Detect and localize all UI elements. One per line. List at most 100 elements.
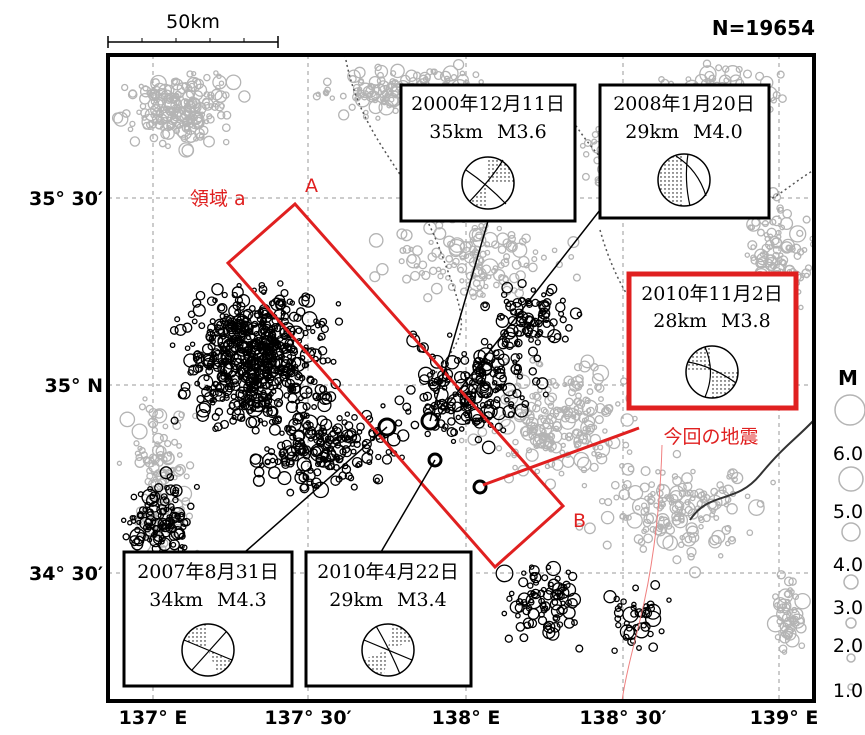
event-circle bbox=[240, 320, 249, 329]
event-circle bbox=[482, 302, 488, 309]
event-circle bbox=[658, 515, 665, 522]
event-circle bbox=[418, 374, 430, 385]
event-circle bbox=[229, 353, 242, 366]
event-circle bbox=[253, 389, 259, 395]
event-circle bbox=[681, 472, 693, 484]
event-circle bbox=[266, 335, 279, 348]
event-circle bbox=[622, 441, 630, 449]
event-circle bbox=[216, 370, 229, 383]
event-circle bbox=[471, 387, 478, 394]
event-circle bbox=[209, 397, 215, 404]
event-circle bbox=[531, 591, 539, 599]
event-circle bbox=[261, 420, 268, 427]
event-circle bbox=[233, 400, 241, 408]
event-circle bbox=[531, 377, 541, 386]
event-circle bbox=[316, 438, 325, 447]
event-circle bbox=[246, 328, 253, 335]
event-circle bbox=[568, 253, 575, 260]
event-circle bbox=[254, 355, 266, 367]
event-circle bbox=[491, 240, 500, 249]
event-circle bbox=[545, 378, 553, 386]
event-circle bbox=[509, 272, 520, 284]
event-circle bbox=[172, 115, 178, 122]
event-circle bbox=[735, 65, 743, 73]
event-circle bbox=[131, 538, 144, 551]
event-circle bbox=[755, 71, 765, 81]
event-circle bbox=[320, 324, 329, 334]
event-circle bbox=[632, 415, 638, 422]
event-circle bbox=[446, 427, 457, 438]
event-circle bbox=[245, 399, 264, 418]
svg-text:3.0: 3.0 bbox=[833, 597, 863, 619]
event-circle bbox=[405, 408, 412, 415]
event-circle bbox=[396, 228, 408, 240]
event-circle bbox=[136, 519, 142, 526]
event-circle bbox=[133, 535, 145, 547]
event-circle bbox=[210, 103, 219, 111]
event-circle bbox=[759, 251, 766, 258]
event-circle bbox=[348, 75, 357, 83]
event-circle bbox=[119, 411, 136, 428]
event-circle bbox=[361, 438, 372, 450]
svg-text:6.0: 6.0 bbox=[833, 443, 863, 465]
event-circle bbox=[532, 403, 541, 413]
event-circle bbox=[156, 450, 166, 461]
event-circle bbox=[178, 387, 191, 400]
event-circle bbox=[645, 512, 658, 524]
event-circle bbox=[686, 546, 697, 558]
event-circle bbox=[459, 278, 465, 284]
event-circle bbox=[402, 244, 412, 254]
event-circle bbox=[545, 560, 562, 577]
event-circle bbox=[658, 628, 665, 635]
event-circle bbox=[631, 601, 637, 608]
event-circle bbox=[169, 325, 179, 335]
event-circle bbox=[441, 368, 454, 381]
event-circle bbox=[178, 505, 185, 512]
event-circle bbox=[273, 367, 280, 375]
event-circle bbox=[278, 448, 289, 459]
event-circle bbox=[528, 367, 538, 376]
event-circle bbox=[685, 522, 698, 535]
event-circle bbox=[747, 224, 754, 231]
event-circle bbox=[302, 421, 311, 430]
event-circle bbox=[534, 339, 541, 346]
event-circle bbox=[520, 424, 537, 441]
event-circle bbox=[177, 125, 193, 140]
event-circle bbox=[648, 642, 659, 653]
event-circle bbox=[698, 516, 705, 524]
event-circle bbox=[731, 471, 744, 485]
event-circle bbox=[254, 337, 264, 346]
event-circle bbox=[142, 85, 149, 92]
event-circle bbox=[551, 247, 558, 254]
event-circle bbox=[282, 305, 291, 314]
event-circle bbox=[273, 294, 286, 306]
event-circle bbox=[532, 249, 539, 255]
event-circle bbox=[214, 101, 225, 112]
event-circle bbox=[747, 240, 758, 251]
event-circle bbox=[683, 481, 693, 492]
event-circle bbox=[508, 403, 514, 410]
event-circle bbox=[514, 403, 529, 418]
event-circle bbox=[148, 120, 155, 128]
event-circle bbox=[778, 644, 788, 654]
event-circle bbox=[237, 369, 244, 376]
event-circle bbox=[289, 433, 297, 441]
event-circle bbox=[154, 469, 163, 478]
event-circle bbox=[512, 438, 519, 446]
event-circle bbox=[542, 391, 549, 398]
event-circle bbox=[310, 446, 322, 458]
event-circle bbox=[772, 245, 782, 255]
event-circle bbox=[774, 602, 780, 608]
event-circle bbox=[261, 312, 272, 323]
event-circle bbox=[208, 354, 218, 364]
event-circle bbox=[480, 292, 486, 298]
event-circle bbox=[428, 239, 434, 246]
event-circle bbox=[231, 414, 237, 420]
event-circle bbox=[437, 273, 444, 280]
event-circle bbox=[252, 474, 265, 487]
event-circle bbox=[264, 329, 276, 341]
event-circle bbox=[335, 301, 342, 307]
event-circle bbox=[170, 416, 179, 425]
event-circle bbox=[501, 281, 514, 294]
